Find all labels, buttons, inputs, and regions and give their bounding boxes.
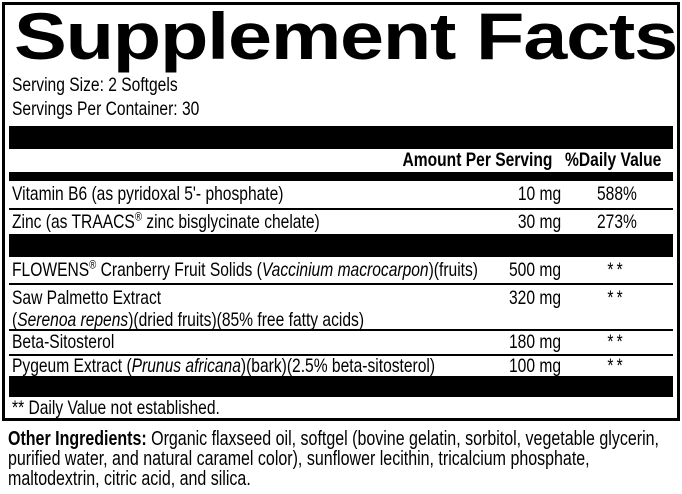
row-divider (9, 208, 673, 210)
row-divider (9, 329, 673, 331)
nutrient-daily-value: 273% (597, 211, 637, 233)
row-divider (9, 354, 673, 356)
nutrient-row-flowens-cranberry: FLOWENS® Cranberry Fruit Solids (Vaccini… (9, 257, 673, 283)
nutrient-amount: 10 mg (517, 183, 561, 205)
nutrient-daily-value: ** (607, 287, 627, 309)
nutrient-daily-value: ** (607, 331, 627, 353)
nutrient-daily-value: 588% (597, 183, 637, 205)
separator-bar-thick-top (9, 126, 673, 149)
nutrient-name: Zinc (as TRAACS® zinc bisglycinate chela… (12, 209, 320, 233)
amount-per-serving-header: Amount Per Serving (402, 149, 553, 171)
nutrient-row-saw-palmetto: Saw Palmetto Extract (Serenoa repens)(dr… (9, 285, 673, 331)
nutrient-name: Saw Palmetto Extract (12, 287, 162, 309)
nutrient-row-vitamin-b6: Vitamin B6 (as pyridoxal 5'- phosphate) … (9, 181, 673, 208)
nutrient-name: Pygeum Extract (Prunus africana)(bark)(2… (12, 355, 436, 377)
row-divider (9, 283, 673, 285)
nutrient-name: Beta-Sitosterol (12, 331, 115, 353)
daily-value-footnote: ** Daily Value not established. (9, 397, 673, 419)
supplement-facts-panel: Supplement Facts Serving Size: 2 Softgel… (2, 2, 680, 421)
nutrient-amount: 30 mg (517, 211, 561, 233)
column-header-row: Amount Per Serving %Daily Value (9, 149, 673, 172)
panel-title-row: Supplement Facts (9, 3, 678, 69)
daily-value-footnote-text: ** Daily Value not established. (12, 397, 220, 419)
separator-bar-medium (9, 172, 673, 181)
nutrient-amount: 180 mg (508, 331, 561, 353)
servings-per-container-text: Servings Per Container: 30 (12, 98, 200, 120)
other-ingredients-paragraph: Other Ingredients: Organic flaxseed oil,… (8, 428, 659, 490)
nutrient-row-pygeum: Pygeum Extract (Prunus africana)(bark)(2… (9, 356, 673, 376)
separator-bar-thick-bottom (9, 376, 673, 397)
nutrient-row-zinc: Zinc (as TRAACS® zinc bisglycinate chela… (9, 210, 673, 234)
daily-value-header: %Daily Value (564, 149, 661, 171)
serving-size-text: Serving Size: 2 Softgels (12, 74, 178, 96)
nutrient-name-detail: (Serenoa repens)(dried fruits)(85% free … (12, 309, 365, 331)
servings-per-container-line: Servings Per Container: 30 (9, 97, 673, 121)
separator-bar-thick-middle (9, 234, 673, 257)
nutrient-amount: 100 mg (508, 355, 561, 377)
nutrient-daily-value: ** (607, 259, 627, 281)
nutrient-name: FLOWENS® Cranberry Fruit Solids (Vaccini… (12, 257, 479, 281)
panel-title: Supplement Facts (14, 0, 678, 73)
nutrient-amount: 320 mg (508, 287, 561, 309)
nutrient-name: Vitamin B6 (as pyridoxal 5'- phosphate) (12, 183, 284, 205)
nutrient-daily-value: ** (607, 355, 627, 377)
serving-size-line: Serving Size: 2 Softgels (9, 73, 673, 97)
nutrient-row-beta-sitosterol: Beta-Sitosterol 180 mg ** (9, 331, 673, 354)
nutrient-amount: 500 mg (508, 259, 561, 281)
